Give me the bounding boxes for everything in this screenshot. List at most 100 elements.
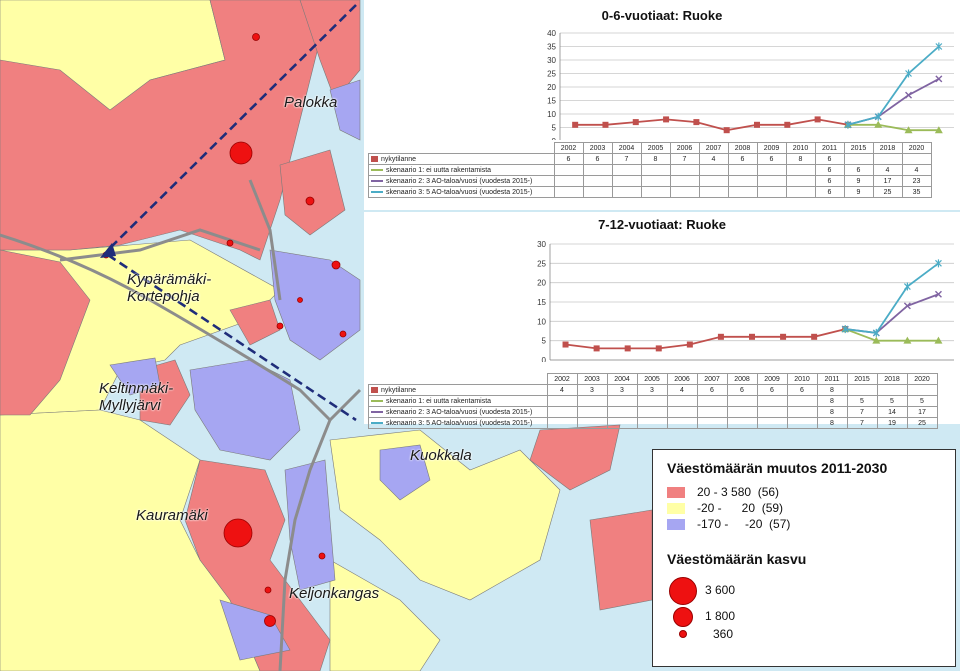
- table-cell: [756, 164, 787, 176]
- table-cell: [546, 406, 578, 418]
- series-name: nykytilanne: [381, 155, 417, 163]
- table-cell: 6: [814, 164, 845, 176]
- table-cell: [786, 406, 818, 418]
- series-name: skenaario 2: 3 AO-taloa/vuosi (vuodesta …: [386, 177, 533, 185]
- data-point: [903, 302, 911, 310]
- chart-panel-0-6: 0-6-vuotiaat: Ruoke 0 5 10 15 20 25 30 35 40 200…: [364, 0, 960, 210]
- data-point: [693, 119, 700, 126]
- data-point: [874, 120, 883, 128]
- y-tick-label: 25: [547, 70, 556, 79]
- table-cell: 8: [785, 153, 816, 165]
- series-line: [847, 78, 940, 126]
- y-tick-label: 20: [547, 83, 556, 92]
- data-point: [624, 345, 631, 352]
- table-cell: 7: [611, 153, 642, 165]
- roads: [0, 179, 362, 671]
- table-row: skenaario 2: 3 AO-taloa/vuosi (vuodesta …: [368, 406, 938, 418]
- table-header-cell: 2003: [576, 373, 608, 385]
- table-cell: [666, 406, 698, 418]
- chart-title: 7-12-vuotiaat: Ruoke: [598, 217, 726, 232]
- legend-circle-large: [669, 577, 697, 605]
- series-legend-cell: nykytilanne: [368, 384, 548, 396]
- chart-panel-7-12: 7-12-vuotiaat: Ruoke 0 5 10 15 20 25 30 2002 20…: [364, 212, 960, 429]
- data-point: [904, 126, 913, 134]
- table-cell: [611, 164, 642, 176]
- table-cell: [636, 417, 668, 429]
- legend-size-label: 360: [713, 627, 734, 641]
- table-cell: [582, 164, 613, 176]
- table-cell: [640, 175, 671, 187]
- table-header-cell: 2010: [785, 142, 816, 154]
- series-marker: [371, 399, 383, 402]
- data-point: [814, 116, 821, 123]
- table-cell: 17: [872, 175, 903, 187]
- table-cell: 8: [816, 395, 848, 407]
- table-cell: [666, 395, 698, 407]
- y-tick-label: 5: [552, 124, 557, 133]
- table-row: skenaario 1: ei uutta rakentamista 6 6 4 4: [368, 164, 932, 176]
- data-point: [872, 336, 881, 344]
- series-legend-cell: skenaario 1: ei uutta rakentamista: [368, 164, 555, 176]
- series-legend-cell: skenaario 1: ei uutta rakentamista: [368, 395, 548, 407]
- arrows: [107, 4, 357, 422]
- series-group: [844, 42, 943, 129]
- table-header-cell: 2006: [669, 142, 700, 154]
- table-cell: [785, 186, 816, 198]
- data-point: [780, 333, 787, 340]
- place-label-keltinmaki-myllyjarvi: Keltinmäki- Myllyjärvi: [99, 380, 174, 414]
- table-cell: [696, 395, 728, 407]
- table-cell: [756, 395, 788, 407]
- table-cell: [846, 384, 878, 396]
- y-tick-label: 20: [537, 279, 546, 288]
- table-cell: [640, 186, 671, 198]
- table-cell: 4: [698, 153, 729, 165]
- region-decline: [379, 444, 431, 501]
- table-cell: [576, 395, 608, 407]
- table-row: nykytilanne 4 3 3 3 4 6 6 6 6 8: [368, 384, 938, 396]
- table-cell: [756, 175, 787, 187]
- data-point: [935, 42, 943, 51]
- table-cell: 6: [553, 153, 584, 165]
- table-cell: [726, 417, 758, 429]
- table-header-cell: 2005: [636, 373, 668, 385]
- data-point: [632, 119, 639, 126]
- data-point: [935, 259, 942, 268]
- table-cell: 25: [872, 186, 903, 198]
- table-header-cell: 2007: [696, 373, 728, 385]
- data-table: 2002 2003 2004 2005 2006 2007 2008 2009 2010 2011…: [368, 142, 932, 198]
- data-point: [602, 121, 609, 128]
- series-marker: [371, 168, 383, 171]
- series-name: skenaario 3: 5 AO-taloa/vuosi (vuodesta …: [386, 419, 533, 427]
- table-cell: [636, 406, 668, 418]
- data-point: [754, 121, 760, 128]
- arrow-head: [100, 243, 116, 258]
- table-cell: [606, 395, 638, 407]
- region-growth: [0, 249, 91, 416]
- table-row: skenaario 2: 3 AO-taloa/vuosi (vuodesta …: [368, 175, 932, 187]
- table-header-cell: 2007: [698, 142, 729, 154]
- y-tick-label: 30: [547, 56, 556, 65]
- table-cell: 6: [696, 384, 728, 396]
- table-cell: 4: [901, 164, 932, 176]
- table-cell: 6: [814, 175, 845, 187]
- series-marker: [371, 410, 383, 413]
- table-cell: 14: [876, 406, 908, 418]
- data-point: [934, 336, 943, 344]
- table-row: skenaario 3: 5 AO-taloa/vuosi (vuodesta …: [368, 417, 938, 429]
- table-cell: [726, 406, 758, 418]
- table-header-cell: 2009: [756, 373, 788, 385]
- swatch-decline: [667, 519, 685, 531]
- table-header-cell: 2003: [582, 142, 613, 154]
- table-cell: 6: [786, 384, 818, 396]
- table-cell: 6: [756, 384, 788, 396]
- table-header-cell: 2011: [816, 373, 848, 385]
- data-point: [905, 91, 913, 99]
- data-point: [811, 333, 818, 340]
- series-marker: [371, 421, 383, 424]
- table-corner: [369, 143, 555, 154]
- legend-circle-small: [679, 630, 687, 638]
- table-cell: [696, 417, 728, 429]
- table-header-cell: 2015: [846, 373, 878, 385]
- series-name: nykytilanne: [381, 386, 417, 394]
- y-tick-label: 40: [547, 29, 556, 38]
